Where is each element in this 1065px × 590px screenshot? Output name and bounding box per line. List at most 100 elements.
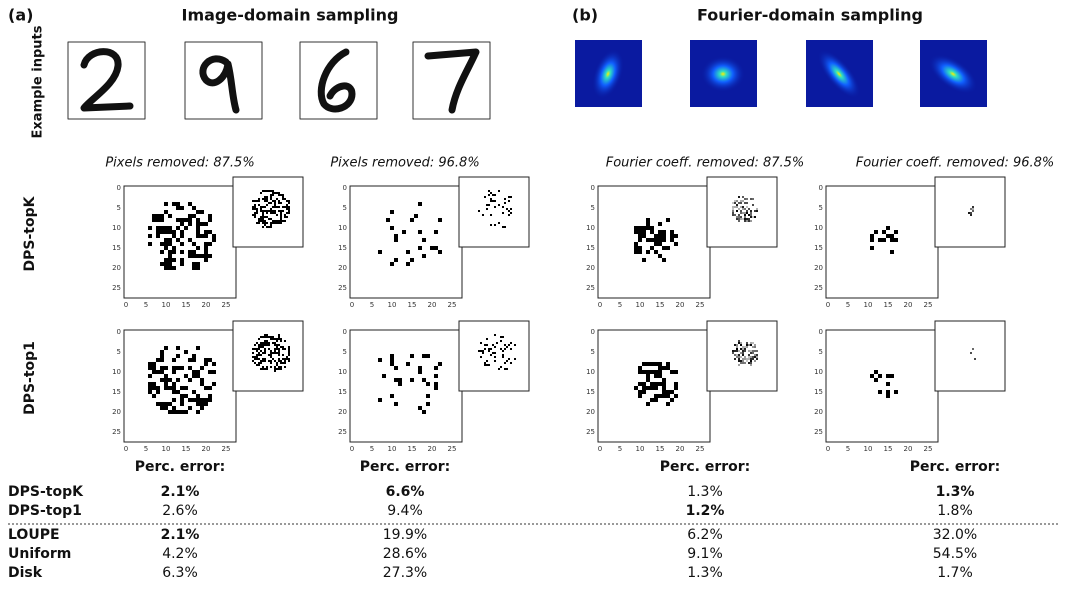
- inset-sample: [280, 360, 282, 362]
- inset-sample: [280, 216, 282, 218]
- sample: [642, 230, 646, 234]
- inset-sample: [276, 340, 278, 342]
- inset-sample: [266, 210, 268, 212]
- sample: [646, 378, 650, 382]
- inset-sample: [288, 200, 290, 202]
- inset: [706, 176, 778, 248]
- inset-sample: [288, 352, 290, 354]
- sample: [646, 362, 650, 366]
- sample: [646, 238, 650, 242]
- inset-sample: [748, 218, 750, 220]
- inset-sample: [272, 336, 274, 338]
- inset-sample: [742, 352, 744, 354]
- sample: [642, 386, 646, 390]
- tick-label: 0: [819, 184, 823, 192]
- error-value: 2.1%: [161, 527, 200, 543]
- sample: [654, 238, 658, 242]
- sample: [168, 250, 172, 254]
- sample: [160, 350, 164, 354]
- sample: [890, 374, 894, 378]
- tick-label: 5: [370, 445, 374, 453]
- sample: [196, 374, 200, 378]
- inset-sample: [268, 210, 270, 212]
- inset-sample: [256, 348, 258, 350]
- inset-sample: [504, 202, 506, 204]
- sample: [200, 366, 204, 370]
- inset-sample: [756, 358, 758, 360]
- inset: [934, 320, 1006, 392]
- inset-sample: [286, 208, 288, 210]
- sample: [422, 410, 426, 414]
- inset-sample: [732, 208, 734, 210]
- sample: [152, 218, 156, 222]
- inset-sample: [266, 334, 268, 336]
- sample: [164, 210, 168, 214]
- sample: [152, 382, 156, 386]
- sample: [674, 386, 678, 390]
- sample: [208, 214, 212, 218]
- inset-sample: [270, 202, 272, 204]
- inset-sample: [270, 190, 272, 192]
- inset-sample: [258, 354, 260, 356]
- inset-sample: [276, 206, 278, 208]
- sample: [890, 250, 894, 254]
- sample: [164, 258, 168, 262]
- error-value: 2.6%: [162, 503, 198, 519]
- sample: [646, 218, 650, 222]
- tick-label: 20: [904, 445, 913, 453]
- inset-sample: [748, 354, 750, 356]
- sample: [894, 230, 898, 234]
- sampling-plot: 0 0 5 5 10 10 15 15 20 20 25 25: [586, 320, 778, 453]
- inset-sample: [282, 194, 284, 196]
- inset-sample: [746, 220, 748, 222]
- tick-label: 10: [112, 368, 121, 376]
- sample: [196, 370, 200, 374]
- inset-sample: [264, 340, 266, 342]
- sample: [172, 234, 176, 238]
- sample: [638, 390, 642, 394]
- inset-sample: [488, 350, 490, 352]
- inset-sample: [282, 220, 284, 222]
- inset-sample: [486, 204, 488, 206]
- inset-sample: [744, 346, 746, 348]
- sample: [890, 238, 894, 242]
- inset-sample: [272, 358, 274, 360]
- sample: [184, 218, 188, 222]
- tick-label: 15: [338, 388, 347, 396]
- sample: [650, 382, 654, 386]
- sample: [156, 234, 160, 238]
- tick-label: 10: [864, 445, 873, 453]
- inset-sample: [278, 354, 280, 356]
- sample: [148, 374, 152, 378]
- tick-label: 10: [162, 301, 171, 309]
- inset-sample: [288, 212, 290, 214]
- inset-sample: [282, 198, 284, 200]
- inset-sample: [484, 196, 486, 198]
- sample: [176, 238, 180, 242]
- sample: [188, 254, 192, 258]
- inset-sample: [252, 352, 254, 354]
- inset-sample: [278, 200, 280, 202]
- inset-sample: [734, 358, 736, 360]
- inset-sample: [258, 362, 260, 364]
- inset-sample: [274, 220, 276, 222]
- sample: [200, 234, 204, 238]
- inset-sample: [258, 200, 260, 202]
- inset-sample: [260, 344, 262, 346]
- inset-sample: [262, 216, 264, 218]
- sample: [168, 230, 172, 234]
- error-value: 54.5%: [933, 546, 977, 562]
- sample: [204, 242, 208, 246]
- inset-sample: [270, 338, 272, 340]
- inset-sample: [748, 344, 750, 346]
- sample: [426, 382, 430, 386]
- sample: [378, 250, 382, 254]
- sample: [650, 370, 654, 374]
- inset-sample: [508, 210, 510, 212]
- inset-sample: [502, 350, 504, 352]
- inset-sample: [752, 216, 754, 218]
- inset-sample: [270, 350, 272, 352]
- inset-sample: [738, 218, 740, 220]
- sample: [886, 382, 890, 386]
- tick-label: 10: [338, 224, 347, 232]
